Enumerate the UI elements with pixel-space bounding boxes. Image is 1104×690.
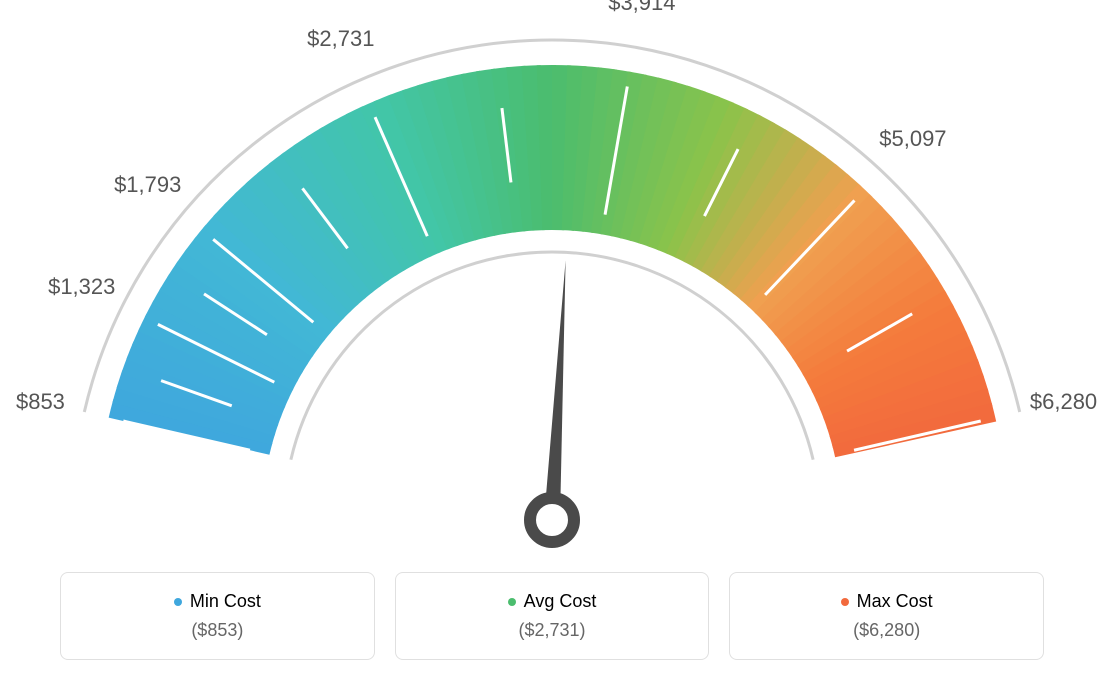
legend-max-title: Max Cost xyxy=(841,591,933,612)
legend-min-box: Min Cost ($853) xyxy=(60,572,375,660)
gauge-tick-label: $5,097 xyxy=(879,126,946,152)
legend-max-value: ($6,280) xyxy=(740,620,1033,641)
legend-min-label: Min Cost xyxy=(190,591,261,612)
gauge-tick-label: $1,323 xyxy=(48,274,115,300)
legend-min-dot xyxy=(174,598,182,606)
legend-avg-dot xyxy=(508,598,516,606)
gauge-chart: $853 $1,323 $1,793 $2,731 $3,914 $5,097 $6,280 xyxy=(0,0,1104,560)
legend-min-value: ($853) xyxy=(71,620,364,641)
legend-avg-title: Avg Cost xyxy=(508,591,597,612)
legend-avg-box: Avg Cost ($2,731) xyxy=(395,572,710,660)
legend-row: Min Cost ($853) Avg Cost ($2,731) Max Co… xyxy=(0,572,1104,660)
gauge-tick-label: $1,793 xyxy=(114,172,181,198)
legend-avg-label: Avg Cost xyxy=(524,591,597,612)
legend-max-label: Max Cost xyxy=(857,591,933,612)
gauge-svg xyxy=(0,0,1104,560)
gauge-tick-label: $853 xyxy=(16,389,65,415)
gauge-tick-label: $3,914 xyxy=(608,0,675,16)
legend-min-title: Min Cost xyxy=(174,591,261,612)
gauge-tick-label: $2,731 xyxy=(307,26,374,52)
legend-avg-value: ($2,731) xyxy=(406,620,699,641)
gauge-tick-label: $6,280 xyxy=(1030,389,1097,415)
legend-max-box: Max Cost ($6,280) xyxy=(729,572,1044,660)
legend-max-dot xyxy=(841,598,849,606)
